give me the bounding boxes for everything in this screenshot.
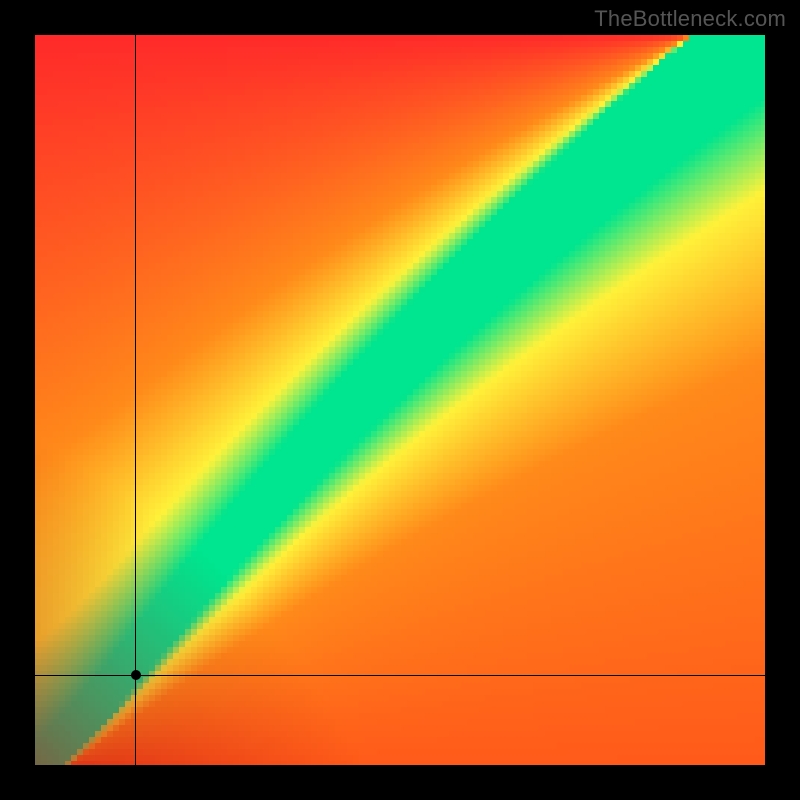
bottleneck-heatmap (35, 35, 765, 765)
heatmap-canvas (35, 35, 765, 765)
crosshair-horizontal (35, 675, 765, 676)
marker-dot (131, 670, 141, 680)
crosshair-vertical (135, 35, 136, 765)
watermark-text: TheBottleneck.com (594, 6, 786, 32)
